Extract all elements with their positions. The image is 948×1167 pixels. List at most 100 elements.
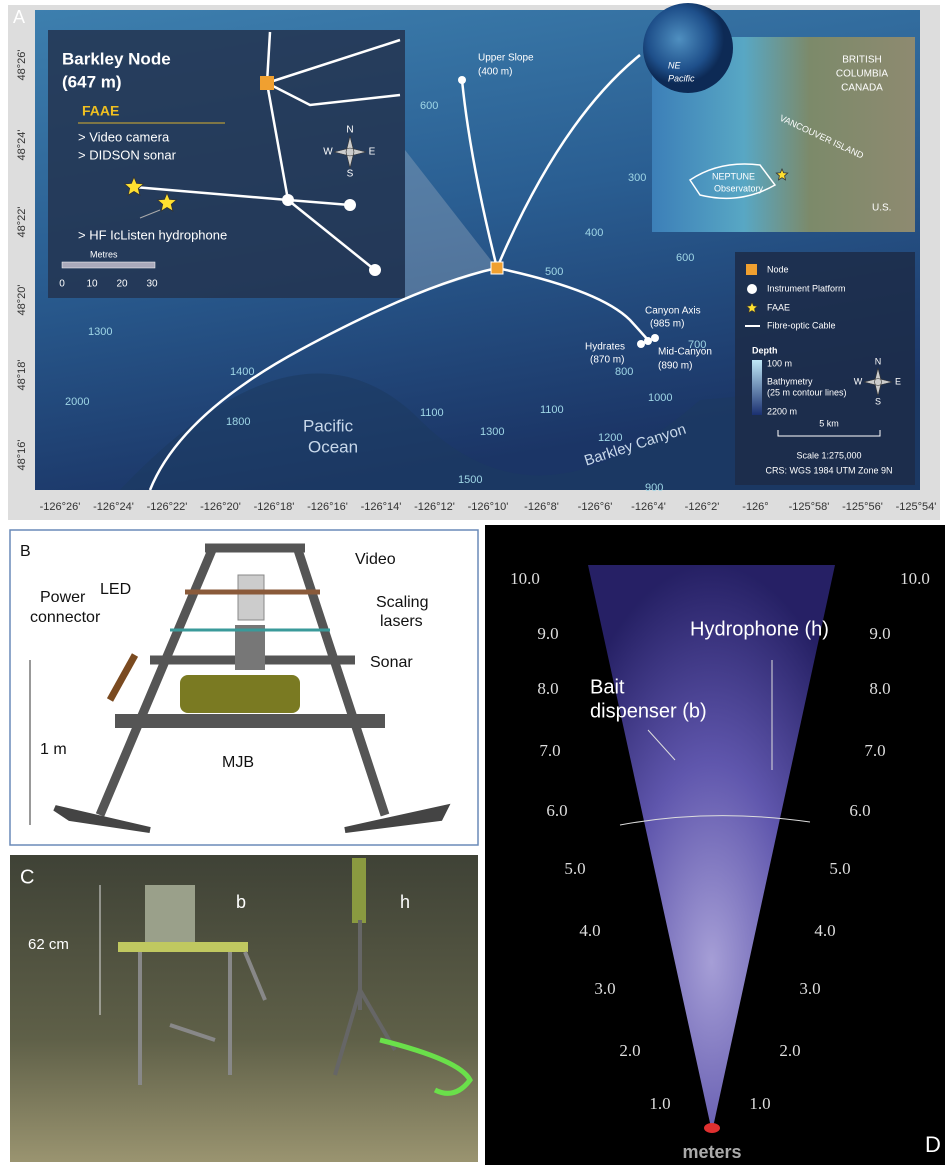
contour-label: 500 [545,266,563,278]
site-depth: (870 m) [590,355,624,366]
site-depth: (400 m) [478,67,512,78]
panel-label: A [13,7,25,27]
callout: h [400,892,410,912]
callout: connector [30,609,101,626]
range-label: 1.0 [749,1094,770,1113]
callout: MJB [222,754,254,771]
contour-label: 1500 [458,474,482,486]
scale: Scale 1:275,000 [796,450,861,460]
lon-label: -126°22' [147,501,188,513]
bait-dispenser [145,885,195,945]
province: COLUMBIA [836,69,889,80]
lon-label: -126°4' [631,501,666,513]
lat-label: 48°20' [16,285,28,316]
compass-s: S [875,396,881,406]
contour-label: 800 [615,366,633,378]
range-label: 8.0 [537,679,558,698]
callout: dispenser (b) [590,700,707,722]
observatory: Observatory [714,183,764,193]
lon-label: -126°12' [414,501,455,513]
panel-label: C [20,866,34,888]
legend-scale-bar [777,430,881,437]
lon-label: -126°2' [685,501,720,513]
range-label: 2.0 [779,1041,800,1060]
star [745,300,759,314]
site-name: Upper Slope [478,53,534,64]
range-label: 9.0 [869,624,890,643]
camera [237,574,265,621]
contour-label: 400 [585,227,603,239]
site-depth: (890 m) [658,361,692,372]
platform [282,194,294,206]
compass-e: E [369,147,376,158]
lon-label: -126°10' [468,501,509,513]
inset-title: Barkley Node [62,49,171,68]
instrument: > Video camera [78,129,170,144]
callout: lasers [380,613,423,630]
range-label: 1.0 [649,1094,670,1113]
range-label: 4.0 [814,921,835,940]
panel-d [485,525,945,1165]
observatory-loop [688,163,777,200]
depth-bottom: 2200 m [767,406,797,416]
contour-label: 1200 [598,432,622,444]
scale-tick: 20 [116,279,128,290]
mjb [180,675,300,713]
lon-label: -126°8' [524,501,559,513]
site-name: Mid-Canyon [658,347,712,358]
lat-label: 48°22' [16,207,28,238]
platform [344,199,356,211]
globe [643,3,733,93]
transducer [704,1123,720,1133]
contour-label: 1100 [420,407,444,419]
range-label: 6.0 [849,801,870,820]
inset-box [48,30,405,298]
lat-label: 48°26' [16,50,28,81]
pointer [139,209,161,219]
callout: Sonar [370,654,413,671]
power-connector [106,653,139,702]
star [123,175,145,196]
cables [148,54,649,491]
panel-label: B [20,543,31,560]
lon-label: -125°58' [789,501,830,513]
province: BRITISH [842,55,881,66]
crs: CRS: WGS 1984 UTM Zone 9N [765,465,892,475]
cable [379,1037,473,1096]
lon-label: -126°26' [40,501,81,513]
range-label: 5.0 [564,859,585,878]
globe-label: NE [668,60,681,70]
lon-label: -125°54' [896,501,937,513]
scale-title: Metres [90,249,118,259]
hydrophone [352,858,366,923]
lon-label: -126°20' [200,501,241,513]
canyon-relief [120,373,920,490]
range-label: 7.0 [864,741,885,760]
contour-label: 1400 [230,366,254,378]
contour-label: 2000 [65,396,89,408]
node [490,261,504,275]
platform [369,264,381,276]
depth-bar [752,360,762,415]
feet [53,803,451,833]
contour-label: 1000 [648,392,672,404]
callout: Hydrophone (h) [690,618,829,640]
scale-bar-label: 5 km [819,418,839,428]
bathymetry: Bathymetry [767,376,813,386]
lon-label: -126° [742,501,768,513]
site-name: Canyon Axis [645,306,701,317]
range-arc [619,815,811,826]
range-label: 9.0 [537,624,558,643]
range-label: 3.0 [799,979,820,998]
country: U.S. [872,203,891,214]
callout: Video [355,551,396,568]
star [156,191,178,212]
callout: LED [100,581,131,598]
site-name: Hydrates [585,342,625,353]
legend-platform [747,284,757,294]
lon-label: -125°56' [842,501,883,513]
platform [637,340,645,348]
lon-label: -126°14' [361,501,402,513]
inset-connector [405,150,497,298]
